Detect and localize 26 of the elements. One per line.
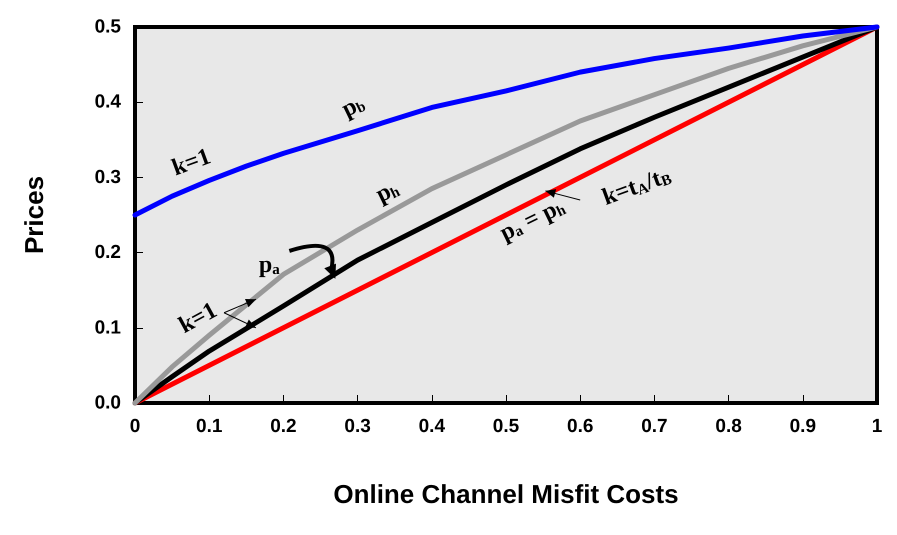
x-tick-label: 0.3 — [344, 416, 371, 437]
x-tick-label: 0.5 — [492, 416, 520, 437]
text: pb — [338, 93, 369, 123]
x-tick-label: 0 — [130, 416, 140, 437]
y-tick-label: 0.4 — [94, 92, 122, 113]
x-tick-label: 0.4 — [418, 416, 446, 437]
x-tick-label: 0.6 — [566, 416, 594, 437]
annotation: k=1 — [168, 143, 214, 182]
x-tick-label: 0.9 — [790, 416, 816, 437]
y-tick-label: 0.2 — [94, 242, 121, 264]
y-tick-label: 0.5 — [94, 16, 122, 38]
annotation: k=tA/tB — [599, 166, 674, 211]
x-tick-label: 0.7 — [641, 416, 668, 437]
y-tick-label: 0.1 — [94, 317, 122, 338]
y-tick-label: 0.3 — [94, 166, 121, 188]
x-axis-title: Online Channel Misfit Costs — [333, 479, 679, 509]
y-tick-label: 0.0 — [94, 392, 121, 414]
x-tick-label: 0.2 — [270, 416, 297, 437]
x-tick-label: 0.1 — [196, 416, 223, 437]
text: pa = ph — [496, 196, 570, 246]
annotation: pa — [258, 252, 280, 278]
y-axis-title: Prices — [19, 176, 49, 254]
x-tick-label: 1 — [872, 416, 883, 437]
annotation: k=1 — [174, 297, 222, 339]
text: ph — [372, 178, 404, 208]
x-tick-label: 0.8 — [715, 416, 742, 437]
